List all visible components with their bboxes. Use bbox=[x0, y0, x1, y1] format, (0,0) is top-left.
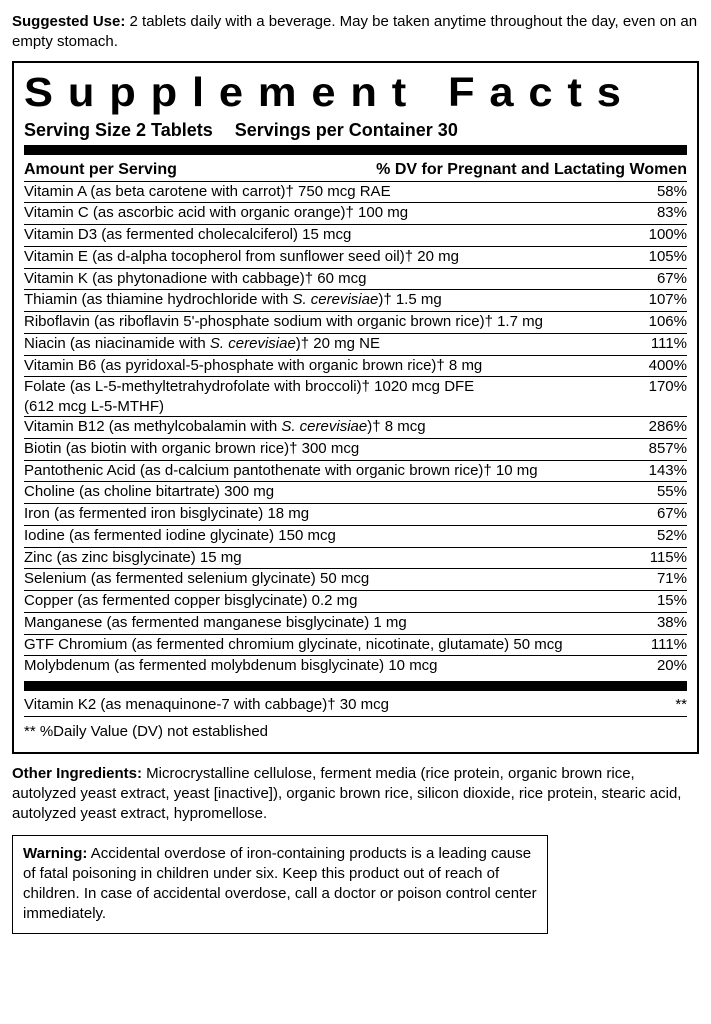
serving-size: Serving Size 2 Tablets bbox=[24, 120, 213, 141]
nutrient-name: Folate (as L-5-methyltetrahydrofolate wi… bbox=[24, 378, 635, 397]
table-row: Vitamin D3 (as fermented cholecalciferol… bbox=[24, 224, 687, 246]
nutrient-name: Choline (as choline bitartrate) 300 mg bbox=[24, 483, 635, 502]
suggested-use-label: Suggested Use: bbox=[12, 13, 125, 30]
dv-footnote: ** %Daily Value (DV) not established bbox=[24, 717, 687, 742]
nutrient-dv: 20% bbox=[635, 657, 687, 676]
supplement-facts-panel: Supplement Facts Serving Size 2 Tablets … bbox=[12, 61, 699, 754]
table-row: Biotin (as biotin with organic brown ric… bbox=[24, 438, 687, 460]
table-row: Copper (as fermented copper bisglycinate… bbox=[24, 590, 687, 612]
table-row: Vitamin E (as d-alpha tocopherol from su… bbox=[24, 246, 687, 268]
table-header: Amount per Serving % DV for Pregnant and… bbox=[24, 159, 687, 181]
table-row: Manganese (as fermented manganese bisgly… bbox=[24, 612, 687, 634]
nutrient-dv: 143% bbox=[635, 462, 687, 481]
nutrient-rows-secondary: Vitamin K2 (as menaquinone-7 with cabbag… bbox=[24, 695, 687, 716]
nutrient-dv: 400% bbox=[635, 357, 687, 376]
table-row: Folate (as L-5-methyltetrahydrofolate wi… bbox=[24, 376, 687, 398]
nutrient-name: Iodine (as fermented iodine glycinate) 1… bbox=[24, 527, 635, 546]
table-row: Molybdenum (as fermented molybdenum bisg… bbox=[24, 655, 687, 677]
nutrient-name: GTF Chromium (as fermented chromium glyc… bbox=[24, 636, 635, 655]
nutrient-dv: 58% bbox=[635, 183, 687, 202]
suggested-use: Suggested Use: 2 tablets daily with a be… bbox=[12, 12, 699, 53]
nutrient-dv: 111% bbox=[635, 335, 687, 354]
head-amount: Amount per Serving bbox=[24, 161, 177, 179]
table-row: Niacin (as niacinamide with S. cerevisia… bbox=[24, 333, 687, 355]
table-row: Vitamin K (as phytonadione with cabbage)… bbox=[24, 268, 687, 290]
divider-thick bbox=[24, 145, 687, 155]
nutrient-name: Copper (as fermented copper bisglycinate… bbox=[24, 592, 635, 611]
nutrient-dv: 105% bbox=[635, 248, 687, 267]
table-row: Zinc (as zinc bisglycinate) 15 mg115% bbox=[24, 547, 687, 569]
nutrient-name: Niacin (as niacinamide with S. cerevisia… bbox=[24, 335, 635, 354]
table-row: Iodine (as fermented iodine glycinate) 1… bbox=[24, 525, 687, 547]
nutrient-name: Riboflavin (as riboflavin 5'-phosphate s… bbox=[24, 313, 635, 332]
nutrient-name: Zinc (as zinc bisglycinate) 15 mg bbox=[24, 549, 635, 568]
nutrient-name: Vitamin K2 (as menaquinone-7 with cabbag… bbox=[24, 696, 635, 715]
table-row: Choline (as choline bitartrate) 300 mg55… bbox=[24, 481, 687, 503]
table-row: Vitamin K2 (as menaquinone-7 with cabbag… bbox=[24, 695, 687, 716]
warning-label: Warning: bbox=[23, 845, 87, 862]
table-row: Vitamin C (as ascorbic acid with organic… bbox=[24, 202, 687, 224]
nutrient-dv: 106% bbox=[635, 313, 687, 332]
nutrient-name: Pantothenic Acid (as d-calcium pantothen… bbox=[24, 462, 635, 481]
nutrient-dv: 107% bbox=[635, 291, 687, 310]
nutrient-dv: 170% bbox=[635, 378, 687, 397]
nutrient-name: Selenium (as fermented selenium glycinat… bbox=[24, 570, 635, 589]
servings-per-container: Servings per Container 30 bbox=[235, 120, 458, 141]
head-dv: % DV for Pregnant and Lactating Women bbox=[376, 161, 687, 179]
nutrient-dv: 71% bbox=[635, 570, 687, 589]
table-row: Iron (as fermented iron bisglycinate) 18… bbox=[24, 503, 687, 525]
nutrient-name: Biotin (as biotin with organic brown ric… bbox=[24, 440, 635, 459]
nutrient-name: Vitamin K (as phytonadione with cabbage)… bbox=[24, 270, 635, 289]
serving-line: Serving Size 2 Tablets Servings per Cont… bbox=[24, 120, 687, 141]
table-row: Vitamin B6 (as pyridoxal-5-phosphate wit… bbox=[24, 355, 687, 377]
nutrient-dv: 115% bbox=[635, 549, 687, 568]
table-row: GTF Chromium (as fermented chromium glyc… bbox=[24, 634, 687, 656]
nutrient-name: Manganese (as fermented manganese bisgly… bbox=[24, 614, 635, 633]
nutrient-dv: 67% bbox=[635, 270, 687, 289]
nutrient-name: Vitamin E (as d-alpha tocopherol from su… bbox=[24, 248, 635, 267]
nutrient-dv: 55% bbox=[635, 483, 687, 502]
nutrient-dv: ** bbox=[635, 696, 687, 715]
nutrient-name: Vitamin D3 (as fermented cholecalciferol… bbox=[24, 226, 635, 245]
nutrient-name: Molybdenum (as fermented molybdenum bisg… bbox=[24, 657, 635, 676]
nutrient-name: Vitamin B6 (as pyridoxal-5-phosphate wit… bbox=[24, 357, 635, 376]
divider-thick bbox=[24, 681, 687, 691]
nutrient-name: Iron (as fermented iron bisglycinate) 18… bbox=[24, 505, 635, 524]
nutrient-dv: 38% bbox=[635, 614, 687, 633]
table-row: Vitamin B12 (as methylcobalamin with S. … bbox=[24, 416, 687, 438]
other-ingredients: Other Ingredients: Microcrystalline cell… bbox=[12, 764, 699, 825]
table-row: Thiamin (as thiamine hydrochloride with … bbox=[24, 289, 687, 311]
nutrient-dv: 52% bbox=[635, 527, 687, 546]
nutrient-dv: 286% bbox=[635, 418, 687, 437]
warning-text: Accidental overdose of iron-containing p… bbox=[23, 845, 537, 923]
table-row: Vitamin A (as beta carotene with carrot)… bbox=[24, 182, 687, 203]
nutrient-dv: 857% bbox=[635, 440, 687, 459]
nutrient-name: Vitamin C (as ascorbic acid with organic… bbox=[24, 204, 635, 223]
panel-title: Supplement Facts bbox=[24, 69, 711, 116]
nutrient-name: Vitamin A (as beta carotene with carrot)… bbox=[24, 183, 635, 202]
nutrient-name: Thiamin (as thiamine hydrochloride with … bbox=[24, 291, 635, 310]
nutrient-dv: 83% bbox=[635, 204, 687, 223]
nutrient-dv: 111% bbox=[635, 636, 687, 655]
nutrient-name: Vitamin B12 (as methylcobalamin with S. … bbox=[24, 418, 635, 437]
nutrient-dv: 100% bbox=[635, 226, 687, 245]
other-ingredients-label: Other Ingredients: bbox=[12, 765, 142, 782]
table-row: Pantothenic Acid (as d-calcium pantothen… bbox=[24, 460, 687, 482]
nutrient-dv: 15% bbox=[635, 592, 687, 611]
warning-box: Warning: Accidental overdose of iron-con… bbox=[12, 835, 548, 934]
table-row: Riboflavin (as riboflavin 5'-phosphate s… bbox=[24, 311, 687, 333]
nutrient-rows: Vitamin A (as beta carotene with carrot)… bbox=[24, 182, 687, 678]
nutrient-subline: (612 mcg L-5-MTHF) bbox=[24, 398, 687, 416]
table-row: Selenium (as fermented selenium glycinat… bbox=[24, 568, 687, 590]
nutrient-dv: 67% bbox=[635, 505, 687, 524]
